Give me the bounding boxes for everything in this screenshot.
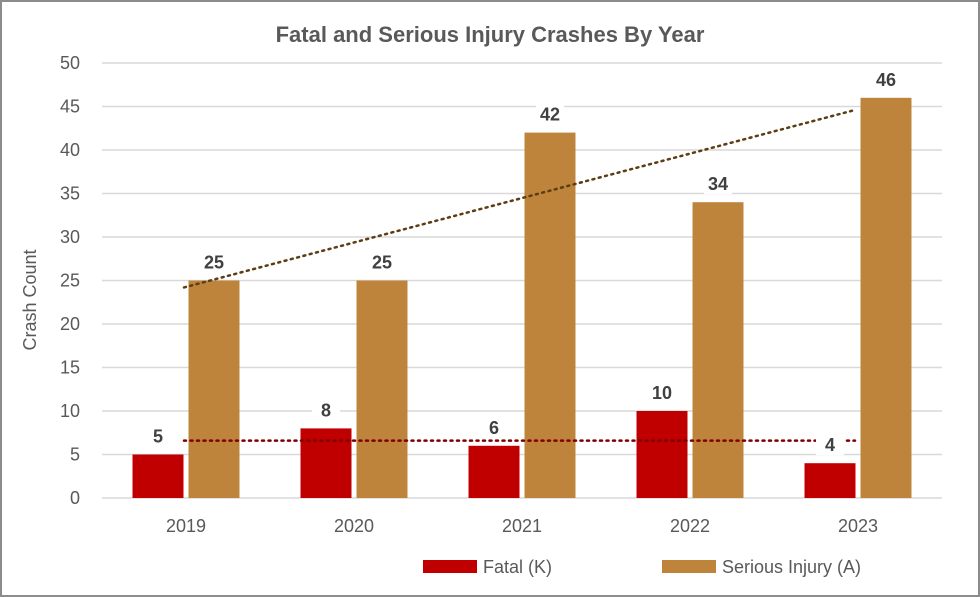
y-tick-label: 10 [60,401,80,421]
bar-fatal [468,445,520,498]
data-label-serious-injury: 25 [204,253,224,273]
data-label-serious-injury: 34 [708,174,728,194]
bar-serious-injury [356,280,408,498]
data-label-background [816,435,844,456]
data-label-background [200,252,228,273]
bars [132,97,912,499]
x-tick-label: 2022 [670,516,710,536]
y-tick-label: 30 [60,227,80,247]
legend-label-fatal: Fatal (K) [483,557,552,577]
bar-fatal [300,428,352,498]
data-label-fatal: 8 [321,400,331,420]
data-label-serious-injury: 42 [540,105,560,125]
data-label-background [312,400,340,421]
x-tick-label: 2021 [502,516,542,536]
y-tick-label: 40 [60,140,80,160]
gridlines [102,62,942,499]
data-label-fatal: 4 [825,435,835,455]
y-axis-label: Crash Count [20,249,40,350]
x-tick-label: 2023 [838,516,878,536]
y-axis-ticks: 0 5 10 15 20 25 30 35 40 45 50 [60,53,80,508]
y-tick-label: 20 [60,314,80,334]
y-tick-label: 15 [60,358,80,378]
data-label-serious-injury: 46 [876,70,896,90]
data-labels: 5 25 8 25 6 42 10 34 4 46 [144,69,900,456]
bar-fatal [636,411,688,498]
y-tick-label: 25 [60,271,80,291]
data-label-background [480,417,508,438]
data-label-fatal: 6 [489,418,499,438]
data-label-background [144,426,172,447]
bar-serious-injury [524,132,576,498]
bar-fatal [804,463,856,498]
chart-title: Fatal and Serious Injury Crashes By Year [276,22,705,47]
x-tick-label: 2019 [166,516,206,536]
trendline-serious-injury-linear [182,108,857,289]
legend-swatch-serious-injury [662,560,716,573]
legend: Fatal (K) Serious Injury (A) [423,557,861,577]
y-tick-label: 0 [70,488,80,508]
legend-label-serious-injury: Serious Injury (A) [722,557,861,577]
bar-serious-injury [692,202,744,498]
y-tick-label: 5 [70,445,80,465]
x-tick-label: 2020 [334,516,374,536]
bar-fatal [132,454,184,498]
bar-serious-injury [188,280,240,498]
x-axis-ticks: 2019 2020 2021 2022 2023 [166,516,878,536]
trendlines [182,108,857,442]
legend-swatch-fatal [423,560,477,573]
data-label-fatal: 5 [153,427,163,447]
data-label-fatal: 10 [652,383,672,403]
data-label-background [648,383,676,403]
y-tick-label: 45 [60,97,80,117]
data-label-background [872,69,900,90]
data-label-background [704,174,732,195]
data-label-background [536,104,564,125]
data-label-background [368,252,396,273]
data-label-serious-injury: 25 [372,253,392,273]
y-tick-label: 50 [60,53,80,73]
bar-serious-injury [860,97,912,499]
y-tick-label: 35 [60,184,80,204]
